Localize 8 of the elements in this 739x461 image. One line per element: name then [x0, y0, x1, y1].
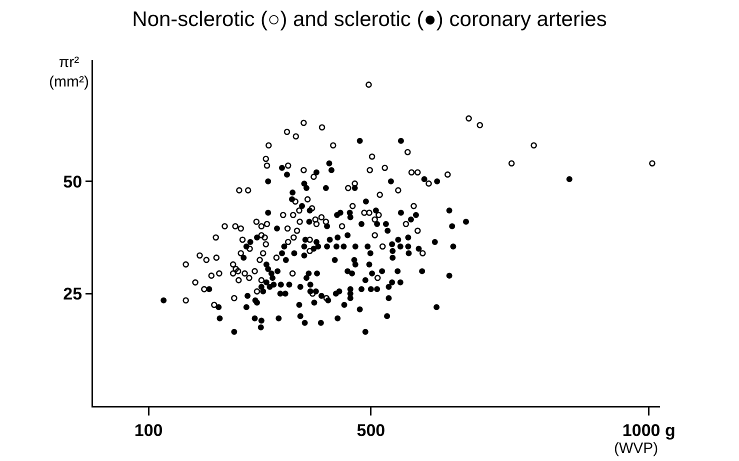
y-tick-label: 25 [63, 284, 82, 304]
x-axis-title: (WVP) [614, 440, 658, 457]
x-tick-label: 500 [356, 420, 386, 440]
y-tick-label: 50 [63, 172, 82, 192]
x-tick-label: 1000 g [622, 420, 676, 440]
y-axis-title: πr² (mm²) [49, 54, 89, 90]
x-tick-label: 100 [134, 420, 163, 440]
chart-title: Non-sclerotic (○) and sclerotic (●) coronary arteries [132, 8, 607, 32]
